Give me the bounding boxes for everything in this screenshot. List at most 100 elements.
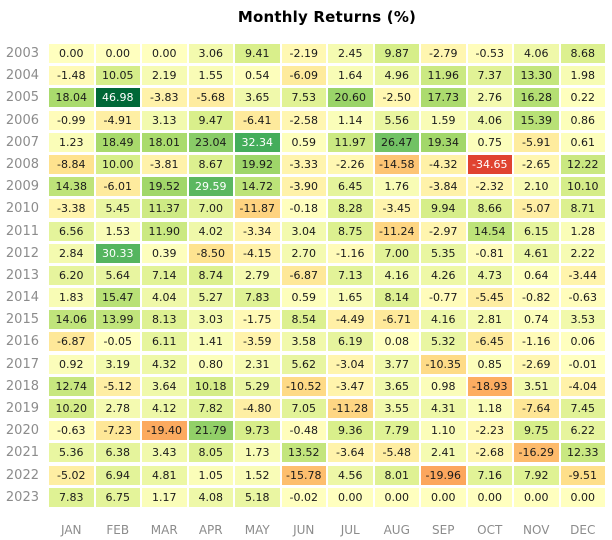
heatmap-cell: 0.86 [560,110,605,130]
heatmap-cell: -19.96 [421,465,466,485]
heatmap-cell: -5.07 [514,199,559,219]
year-label: 2014 [5,290,39,306]
year-label: 2022 [5,467,39,483]
heatmap-cell: -8.50 [188,243,233,263]
heatmap-cell: 6.38 [95,443,140,463]
heatmap-cell: 30.33 [95,243,140,263]
heatmap-cell: 7.37 [467,66,512,86]
heatmap-cell: 11.97 [328,132,373,152]
heatmap-cell: 1.52 [235,465,280,485]
heatmap-cell: 0.80 [188,354,233,374]
heatmap-cell: 6.15 [514,221,559,241]
heatmap-cell: 4.26 [421,265,466,285]
heatmap-cell: -11.28 [328,399,373,418]
heatmap-cell: 8.66 [467,199,512,219]
heatmap-cell: 11.37 [142,199,187,219]
year-label: 2018 [5,378,39,394]
heatmap-cell: 26.47 [374,132,419,152]
heatmap-cell: 7.45 [560,399,605,418]
heatmap-cell: 15.47 [95,288,140,308]
heatmap-cell: 0.61 [560,132,605,152]
heatmap-cell: 7.83 [49,487,94,507]
heatmap-cell: 8.74 [188,265,233,285]
heatmap-cell: 1.76 [374,177,419,197]
heatmap-cell: 1.05 [188,465,233,485]
heatmap-cell: 8.75 [328,221,373,241]
heatmap-cell: -34.65 [467,154,512,174]
heatmap-cell: 3.13 [142,110,187,130]
heatmap-cell: 9.36 [328,421,373,441]
heatmap-cell: 8.54 [281,310,326,330]
year-label: 2016 [5,334,39,350]
heatmap-cell: -1.16 [514,332,559,352]
month-label: MAR [150,522,178,537]
month-label: JAN [60,522,82,537]
month-label: MAY [244,522,270,537]
heatmap-cell: -3.04 [328,354,373,374]
heatmap-cell: 1.53 [95,221,140,241]
heatmap-cell: 1.41 [188,332,233,352]
heatmap-cell: 14.06 [49,310,94,330]
month-label: DEC [570,522,596,537]
heatmap-cell: -10.52 [281,376,326,396]
heatmap-cell: 6.75 [95,487,140,507]
axis-corner [0,510,47,529]
year-label: 2008 [5,156,39,172]
heatmap-cell: -5.02 [49,465,94,485]
year-label: 2019 [5,401,39,416]
heatmap-cell: 0.00 [374,487,419,507]
heatmap-cell: -0.81 [467,243,512,263]
year-label: 2006 [5,112,39,128]
heatmap-cell: -2.32 [467,177,512,197]
heatmap-cell: 4.31 [421,399,466,418]
heatmap-cell: 0.54 [235,66,280,86]
heatmap-cell: -2.69 [514,354,559,374]
heatmap-cell: 11.90 [142,221,187,241]
heatmap-cell: 4.61 [514,243,559,263]
heatmap-cell: -6.87 [49,332,94,352]
heatmap-cell: -4.91 [95,110,140,130]
heatmap-cell: -3.83 [142,88,187,108]
heatmap-cell: -2.19 [281,44,326,63]
heatmap-cell: 3.03 [188,310,233,330]
heatmap-cell: 4.16 [421,310,466,330]
heatmap-cell: 0.06 [560,332,605,352]
heatmap-cell: -6.45 [467,332,512,352]
heatmap-cell: 13.99 [95,310,140,330]
heatmap-cell: -5.45 [467,288,512,308]
heatmap-cell: 1.73 [235,443,280,463]
heatmap-cell: 5.35 [421,243,466,263]
heatmap-cell: -2.65 [514,154,559,174]
heatmap-cell: 19.34 [421,132,466,152]
heatmap-cell: 3.06 [188,44,233,63]
heatmap-cell: -10.35 [421,354,466,374]
heatmap-cell: 1.98 [560,66,605,86]
heatmap-cell: 7.79 [374,421,419,441]
heatmap-cell: 6.22 [560,421,605,441]
heatmap-cell: 0.59 [281,132,326,152]
year-label: 2020 [5,423,39,439]
heatmap-cell: 7.83 [235,288,280,308]
heatmap-cell: 2.70 [281,243,326,263]
heatmap-cell: -0.63 [560,288,605,308]
heatmap-cell: 0.08 [374,332,419,352]
heatmap-cell: 2.45 [328,44,373,63]
year-label: 2017 [5,356,39,372]
heatmap-cell: -3.64 [328,443,373,463]
heatmap-cell: -1.75 [235,310,280,330]
heatmap-cell: -4.49 [328,310,373,330]
heatmap-cell: 2.78 [95,399,140,418]
heatmap-cell: 3.53 [560,310,605,330]
heatmap-cell: -3.33 [281,154,326,174]
heatmap-cell: 8.68 [560,44,605,63]
heatmap-cell: 3.04 [281,221,326,241]
heatmap-cell: 7.05 [281,399,326,418]
heatmap-cell: 14.54 [467,221,512,241]
heatmap-cell: 0.00 [514,487,559,507]
heatmap-cell: 13.52 [281,443,326,463]
heatmap-cell: 19.52 [142,177,187,197]
heatmap-cell: 1.59 [421,110,466,130]
heatmap-cell: -15.78 [281,465,326,485]
year-label: 2015 [5,312,39,328]
heatmap-cell: 4.06 [467,110,512,130]
